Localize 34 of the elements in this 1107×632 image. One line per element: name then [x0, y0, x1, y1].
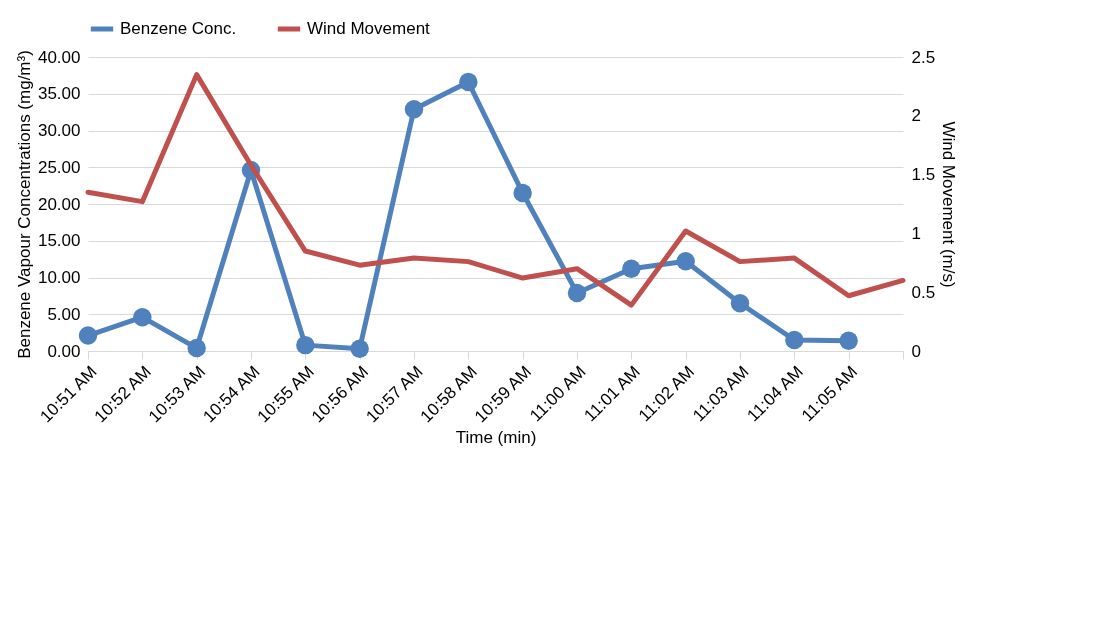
- y-tick-label: 20.00: [37, 194, 81, 214]
- y-tick-label: 0.00: [47, 341, 81, 361]
- point: [187, 338, 206, 358]
- point: [513, 183, 532, 203]
- y-tick-label: 30.00: [37, 121, 81, 140]
- y2-axis-title: Wind Movement (m/s): [939, 121, 959, 288]
- point: [839, 331, 858, 350]
- point: [296, 335, 315, 355]
- point: [730, 294, 750, 313]
- x-axis-title: Time (min): [455, 428, 537, 448]
- y-tick-label: 25.00: [37, 157, 81, 177]
- point: [133, 307, 152, 327]
- y-tick-label: 35.00: [37, 84, 81, 104]
- y-tick-label: 40.00: [37, 47, 81, 67]
- point: [78, 326, 98, 345]
- y-tick-label: 10.00: [37, 268, 81, 287]
- y-tick-label: 5.00: [47, 304, 81, 324]
- point: [567, 283, 587, 303]
- y2-tick-label: 2.5: [911, 47, 936, 67]
- point: [350, 339, 369, 358]
- point: [459, 72, 478, 92]
- point: [785, 330, 804, 350]
- y-tick-label: 15.00: [37, 231, 81, 251]
- y2-tick-label: 1: [911, 223, 921, 243]
- y2-tick-label: 1.5: [911, 165, 936, 185]
- y2-tick-label: 0: [911, 341, 921, 361]
- point: [404, 99, 424, 119]
- y2-tick-label: 2: [911, 106, 921, 126]
- y-axis-title: Benzene Vapour Concentrations (mg/m³): [14, 50, 34, 359]
- legend-label: Benzene Conc.: [120, 19, 237, 38]
- y2-tick-label: 0.5: [911, 282, 936, 302]
- point: [676, 252, 695, 271]
- legend-label: Wind Movement: [307, 19, 431, 38]
- point: [622, 259, 641, 278]
